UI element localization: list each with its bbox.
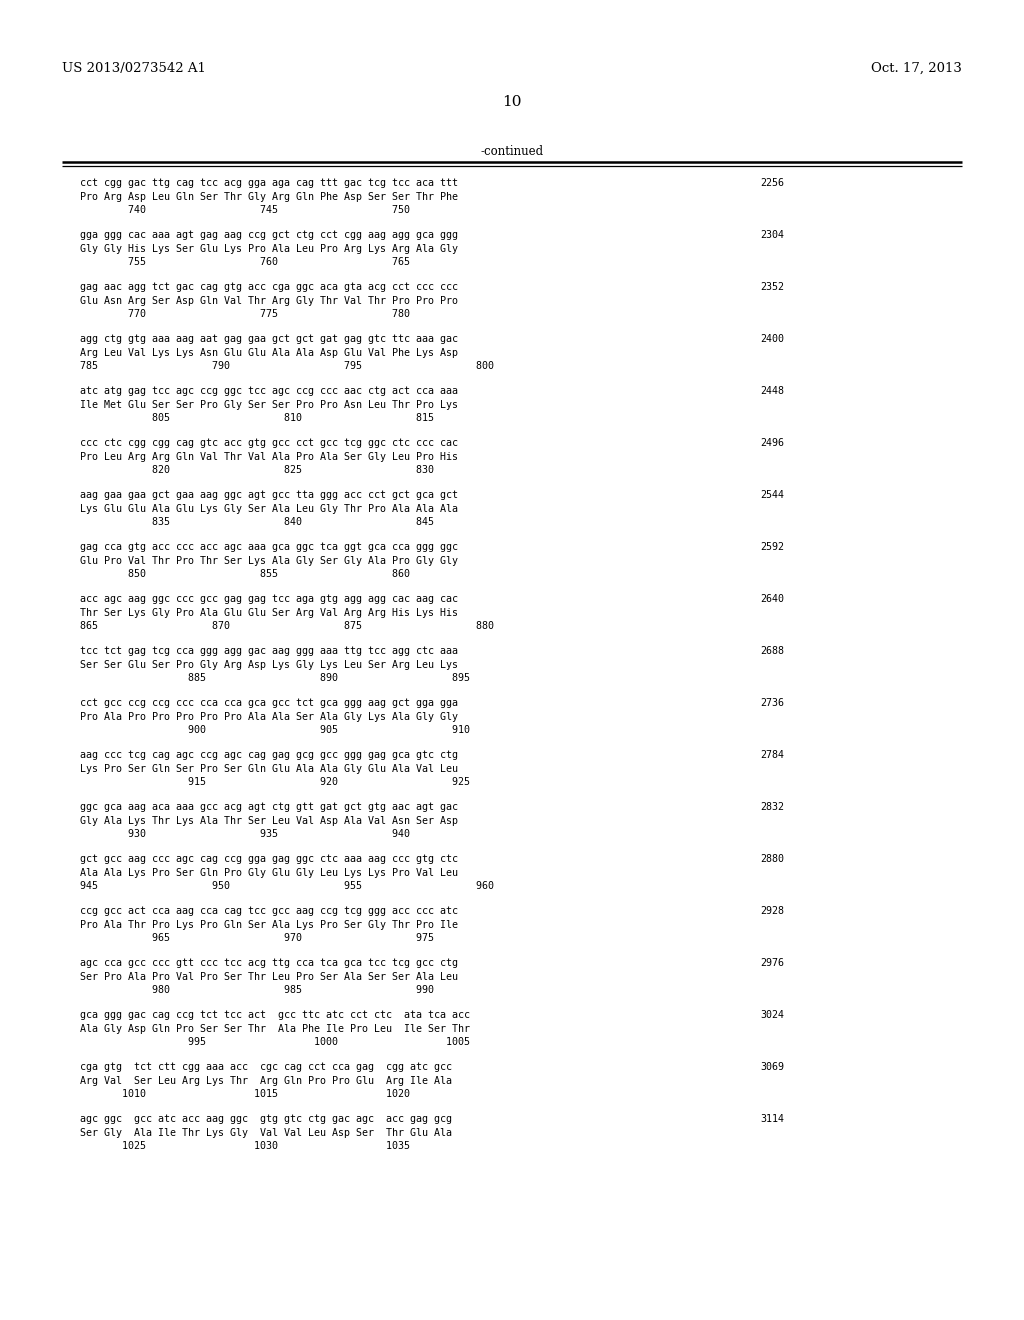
- Text: 930                   935                   940: 930 935 940: [80, 829, 410, 840]
- Text: 2496: 2496: [760, 438, 784, 447]
- Text: 2256: 2256: [760, 178, 784, 187]
- Text: Arg Leu Val Lys Lys Asn Glu Glu Ala Ala Asp Glu Val Phe Lys Asp: Arg Leu Val Lys Lys Asn Glu Glu Ala Ala …: [80, 347, 458, 358]
- Text: Oct. 17, 2013: Oct. 17, 2013: [871, 62, 962, 75]
- Text: 2784: 2784: [760, 750, 784, 760]
- Text: 995                  1000                  1005: 995 1000 1005: [80, 1038, 470, 1047]
- Text: Lys Pro Ser Gln Ser Pro Ser Gln Glu Ala Ala Gly Glu Ala Val Leu: Lys Pro Ser Gln Ser Pro Ser Gln Glu Ala …: [80, 763, 458, 774]
- Text: 3069: 3069: [760, 1063, 784, 1072]
- Text: ggc gca aag aca aaa gcc acg agt ctg gtt gat gct gtg aac agt gac: ggc gca aag aca aaa gcc acg agt ctg gtt …: [80, 803, 458, 812]
- Text: 850                   855                   860: 850 855 860: [80, 569, 410, 579]
- Text: 2688: 2688: [760, 645, 784, 656]
- Text: 885                   890                   895: 885 890 895: [80, 673, 470, 682]
- Text: 805                   810                   815: 805 810 815: [80, 413, 434, 422]
- Text: 865                   870                   875                   880: 865 870 875 880: [80, 620, 494, 631]
- Text: atc atg gag tcc agc ccg ggc tcc agc ccg ccc aac ctg act cca aaa: atc atg gag tcc agc ccg ggc tcc agc ccg …: [80, 385, 458, 396]
- Text: 2400: 2400: [760, 334, 784, 345]
- Text: cct cgg gac ttg cag tcc acg gga aga cag ttt gac tcg tcc aca ttt: cct cgg gac ttg cag tcc acg gga aga cag …: [80, 178, 458, 187]
- Text: 945                   950                   955                   960: 945 950 955 960: [80, 880, 494, 891]
- Text: Thr Ser Lys Gly Pro Ala Glu Glu Ser Arg Val Arg Arg His Lys His: Thr Ser Lys Gly Pro Ala Glu Glu Ser Arg …: [80, 607, 458, 618]
- Text: -continued: -continued: [480, 145, 544, 158]
- Text: gca ggg gac cag ccg tct tcc act  gcc ttc atc cct ctc  ata tca acc: gca ggg gac cag ccg tct tcc act gcc ttc …: [80, 1010, 470, 1020]
- Text: Pro Leu Arg Arg Gln Val Thr Val Ala Pro Ala Ser Gly Leu Pro His: Pro Leu Arg Arg Gln Val Thr Val Ala Pro …: [80, 451, 458, 462]
- Text: 785                   790                   795                   800: 785 790 795 800: [80, 360, 494, 371]
- Text: acc agc aag ggc ccc gcc gag gag tcc aga gtg agg agg cac aag cac: acc agc aag ggc ccc gcc gag gag tcc aga …: [80, 594, 458, 605]
- Text: 3024: 3024: [760, 1010, 784, 1020]
- Text: Ser Ser Glu Ser Pro Gly Arg Asp Lys Gly Lys Leu Ser Arg Leu Lys: Ser Ser Glu Ser Pro Gly Arg Asp Lys Gly …: [80, 660, 458, 669]
- Text: Ser Pro Ala Pro Val Pro Ser Thr Leu Pro Ser Ala Ser Ser Ala Leu: Ser Pro Ala Pro Val Pro Ser Thr Leu Pro …: [80, 972, 458, 982]
- Text: Gly Gly His Lys Ser Glu Lys Pro Ala Leu Pro Arg Lys Arg Ala Gly: Gly Gly His Lys Ser Glu Lys Pro Ala Leu …: [80, 243, 458, 253]
- Text: 1010                  1015                  1020: 1010 1015 1020: [80, 1089, 410, 1100]
- Text: Lys Glu Glu Ala Glu Lys Gly Ser Ala Leu Gly Thr Pro Ala Ala Ala: Lys Glu Glu Ala Glu Lys Gly Ser Ala Leu …: [80, 503, 458, 513]
- Text: tcc tct gag tcg cca ggg agg gac aag ggg aaa ttg tcc agg ctc aaa: tcc tct gag tcg cca ggg agg gac aag ggg …: [80, 645, 458, 656]
- Text: gga ggg cac aaa agt gag aag ccg gct ctg cct cgg aag agg gca ggg: gga ggg cac aaa agt gag aag ccg gct ctg …: [80, 230, 458, 240]
- Text: 2976: 2976: [760, 958, 784, 968]
- Text: Gly Ala Lys Thr Lys Ala Thr Ser Leu Val Asp Ala Val Asn Ser Asp: Gly Ala Lys Thr Lys Ala Thr Ser Leu Val …: [80, 816, 458, 825]
- Text: Ile Met Glu Ser Ser Pro Gly Ser Ser Pro Pro Asn Leu Thr Pro Lys: Ile Met Glu Ser Ser Pro Gly Ser Ser Pro …: [80, 400, 458, 409]
- Text: Pro Ala Thr Pro Lys Pro Gln Ser Ala Lys Pro Ser Gly Thr Pro Ile: Pro Ala Thr Pro Lys Pro Gln Ser Ala Lys …: [80, 920, 458, 929]
- Text: aag gaa gaa gct gaa aag ggc agt gcc tta ggg acc cct gct gca gct: aag gaa gaa gct gaa aag ggc agt gcc tta …: [80, 490, 458, 500]
- Text: 835                   840                   845: 835 840 845: [80, 517, 434, 527]
- Text: agg ctg gtg aaa aag aat gag gaa gct gct gat gag gtc ttc aaa gac: agg ctg gtg aaa aag aat gag gaa gct gct …: [80, 334, 458, 345]
- Text: Ala Gly Asp Gln Pro Ser Ser Thr  Ala Phe Ile Pro Leu  Ile Ser Thr: Ala Gly Asp Gln Pro Ser Ser Thr Ala Phe …: [80, 1023, 470, 1034]
- Text: 3114: 3114: [760, 1114, 784, 1125]
- Text: 820                   825                   830: 820 825 830: [80, 465, 434, 475]
- Text: 2928: 2928: [760, 906, 784, 916]
- Text: 2304: 2304: [760, 230, 784, 240]
- Text: 740                   745                   750: 740 745 750: [80, 205, 410, 215]
- Text: 965                   970                   975: 965 970 975: [80, 933, 434, 942]
- Text: 915                   920                   925: 915 920 925: [80, 777, 470, 787]
- Text: 2352: 2352: [760, 282, 784, 292]
- Text: gag aac agg tct gac cag gtg acc cga ggc aca gta acg cct ccc ccc: gag aac agg tct gac cag gtg acc cga ggc …: [80, 282, 458, 292]
- Text: Glu Pro Val Thr Pro Thr Ser Lys Ala Gly Ser Gly Ala Pro Gly Gly: Glu Pro Val Thr Pro Thr Ser Lys Ala Gly …: [80, 556, 458, 565]
- Text: Arg Val  Ser Leu Arg Lys Thr  Arg Gln Pro Pro Glu  Arg Ile Ala: Arg Val Ser Leu Arg Lys Thr Arg Gln Pro …: [80, 1076, 452, 1085]
- Text: 900                   905                   910: 900 905 910: [80, 725, 470, 735]
- Text: agc ggc  gcc atc acc aag ggc  gtg gtc ctg gac agc  acc gag gcg: agc ggc gcc atc acc aag ggc gtg gtc ctg …: [80, 1114, 452, 1125]
- Text: gag cca gtg acc ccc acc agc aaa gca ggc tca ggt gca cca ggg ggc: gag cca gtg acc ccc acc agc aaa gca ggc …: [80, 543, 458, 552]
- Text: Ser Gly  Ala Ile Thr Lys Gly  Val Val Leu Asp Ser  Thr Glu Ala: Ser Gly Ala Ile Thr Lys Gly Val Val Leu …: [80, 1127, 452, 1138]
- Text: 2880: 2880: [760, 854, 784, 865]
- Text: 2592: 2592: [760, 543, 784, 552]
- Text: cct gcc ccg ccg ccc cca cca gca gcc tct gca ggg aag gct gga gga: cct gcc ccg ccg ccc cca cca gca gcc tct …: [80, 698, 458, 708]
- Text: cga gtg  tct ctt cgg aaa acc  cgc cag cct cca gag  cgg atc gcc: cga gtg tct ctt cgg aaa acc cgc cag cct …: [80, 1063, 452, 1072]
- Text: Pro Ala Pro Pro Pro Pro Pro Ala Ala Ser Ala Gly Lys Ala Gly Gly: Pro Ala Pro Pro Pro Pro Pro Ala Ala Ser …: [80, 711, 458, 722]
- Text: 2736: 2736: [760, 698, 784, 708]
- Text: 2640: 2640: [760, 594, 784, 605]
- Text: 980                   985                   990: 980 985 990: [80, 985, 434, 995]
- Text: ccc ctc cgg cgg cag gtc acc gtg gcc cct gcc tcg ggc ctc ccc cac: ccc ctc cgg cgg cag gtc acc gtg gcc cct …: [80, 438, 458, 447]
- Text: ccg gcc act cca aag cca cag tcc gcc aag ccg tcg ggg acc ccc atc: ccg gcc act cca aag cca cag tcc gcc aag …: [80, 906, 458, 916]
- Text: aag ccc tcg cag agc ccg agc cag gag gcg gcc ggg gag gca gtc ctg: aag ccc tcg cag agc ccg agc cag gag gcg …: [80, 750, 458, 760]
- Text: 2544: 2544: [760, 490, 784, 500]
- Text: Glu Asn Arg Ser Asp Gln Val Thr Arg Gly Thr Val Thr Pro Pro Pro: Glu Asn Arg Ser Asp Gln Val Thr Arg Gly …: [80, 296, 458, 305]
- Text: 10: 10: [502, 95, 522, 110]
- Text: 1025                  1030                  1035: 1025 1030 1035: [80, 1140, 410, 1151]
- Text: US 2013/0273542 A1: US 2013/0273542 A1: [62, 62, 206, 75]
- Text: Pro Arg Asp Leu Gln Ser Thr Gly Arg Gln Phe Asp Ser Ser Thr Phe: Pro Arg Asp Leu Gln Ser Thr Gly Arg Gln …: [80, 191, 458, 202]
- Text: 2832: 2832: [760, 803, 784, 812]
- Text: 755                   760                   765: 755 760 765: [80, 257, 410, 267]
- Text: Ala Ala Lys Pro Ser Gln Pro Gly Glu Gly Leu Lys Lys Pro Val Leu: Ala Ala Lys Pro Ser Gln Pro Gly Glu Gly …: [80, 867, 458, 878]
- Text: agc cca gcc ccc gtt ccc tcc acg ttg cca tca gca tcc tcg gcc ctg: agc cca gcc ccc gtt ccc tcc acg ttg cca …: [80, 958, 458, 968]
- Text: 770                   775                   780: 770 775 780: [80, 309, 410, 319]
- Text: gct gcc aag ccc agc cag ccg gga gag ggc ctc aaa aag ccc gtg ctc: gct gcc aag ccc agc cag ccg gga gag ggc …: [80, 854, 458, 865]
- Text: 2448: 2448: [760, 385, 784, 396]
